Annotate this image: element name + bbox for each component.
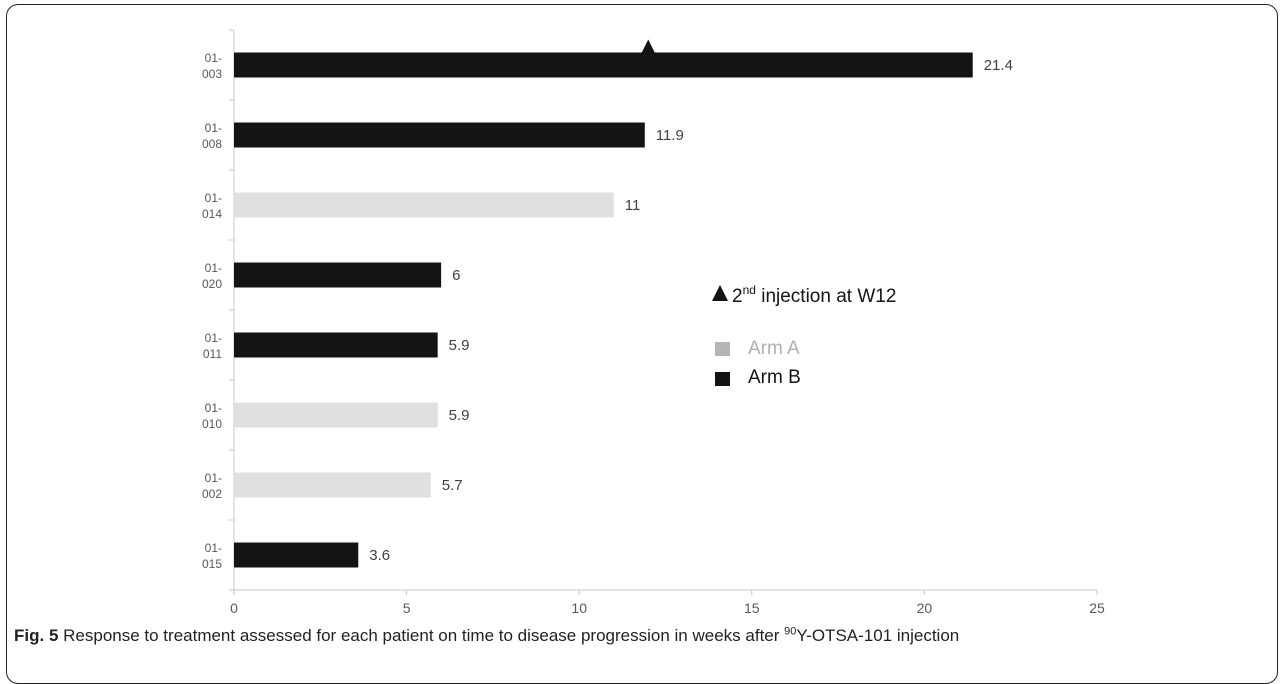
- caption-text-end: Y-OTSA-101 injection: [796, 626, 960, 645]
- y-tick-label: 01-: [205, 331, 222, 345]
- data-label: 11: [625, 197, 641, 214]
- caption-superscript: 90: [784, 625, 797, 638]
- y-tick-label: 011: [203, 347, 222, 361]
- y-tick-label: 01-: [205, 121, 222, 135]
- data-label: 21.4: [984, 57, 1013, 74]
- legend-triangle-icon: [712, 285, 728, 301]
- x-tick-label: 25: [1089, 600, 1105, 616]
- bar: [234, 122, 645, 148]
- y-tick-label: 01-: [205, 51, 222, 65]
- bar: [234, 52, 973, 78]
- y-tick-label: 01-: [205, 541, 222, 555]
- x-tick-label: 0: [230, 600, 238, 616]
- data-label: 6: [452, 267, 460, 284]
- bar: [234, 332, 438, 358]
- legend-swatch-arm-a: [715, 342, 730, 356]
- y-tick-label: 010: [202, 417, 222, 431]
- caption-label: Fig. 5: [14, 626, 59, 645]
- x-tick-label: 5: [403, 600, 411, 616]
- y-tick-label: 002: [202, 487, 222, 501]
- bar: [234, 262, 442, 288]
- y-tick-label: 003: [202, 67, 222, 81]
- x-tick-label: 20: [917, 600, 933, 616]
- y-tick-label: 008: [202, 137, 222, 151]
- data-label: 5.9: [449, 407, 470, 424]
- y-tick-label: 01-: [205, 401, 222, 415]
- bar: [234, 192, 614, 218]
- y-tick-label: 01-: [205, 471, 222, 485]
- x-tick-label: 10: [571, 600, 587, 616]
- legend-label: Arm A: [748, 338, 800, 359]
- legend-swatch-arm-b: [715, 372, 730, 386]
- x-tick-label: 15: [744, 600, 760, 616]
- legend-label: Arm B: [748, 367, 801, 388]
- figure-caption: Fig. 5 Response to treatment assessed fo…: [14, 626, 959, 646]
- second-injection-marker: [641, 39, 656, 54]
- caption-text: Response to treatment assessed for each …: [58, 626, 785, 645]
- data-label: 5.7: [442, 477, 463, 494]
- data-label: 5.9: [449, 337, 470, 354]
- data-label: 11.9: [656, 127, 684, 144]
- data-label: 3.6: [369, 547, 390, 564]
- y-tick-label: 020: [202, 277, 222, 291]
- legend-label: 2nd injection at W12: [732, 283, 896, 307]
- y-tick-label: 015: [202, 557, 222, 571]
- y-tick-label: 01-: [205, 261, 222, 275]
- y-tick-label: 01-: [205, 191, 222, 205]
- y-tick-label: 014: [202, 207, 222, 221]
- bar: [234, 472, 431, 498]
- bar: [234, 542, 359, 568]
- bar: [234, 402, 438, 428]
- bar-chart: 0 5 10 15 20 25 21.4 01- 003 11.9 01- 008 11 01- 014 6 0…: [202, 29, 1105, 616]
